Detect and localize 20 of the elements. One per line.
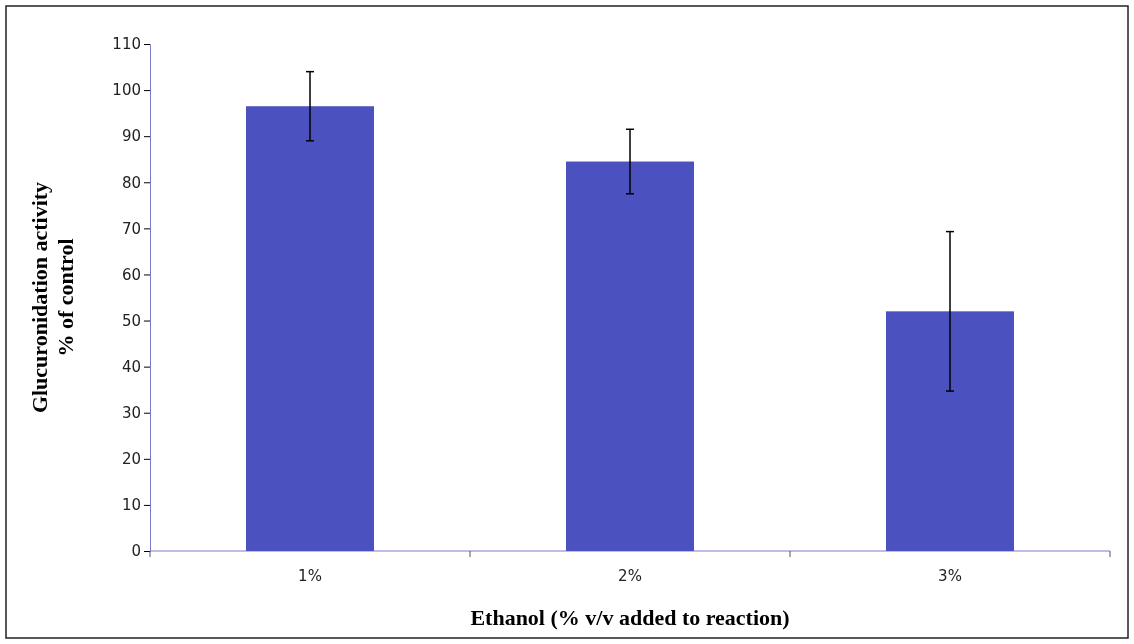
x-tick-label: 1% xyxy=(298,567,322,585)
y-tick-label: 50 xyxy=(121,311,141,330)
y-tick-label: 80 xyxy=(121,173,141,192)
y-tick-label: 90 xyxy=(121,127,141,146)
y-tick-label: 30 xyxy=(121,404,141,423)
y-tick-label: 60 xyxy=(121,265,141,284)
y-tick-label: 10 xyxy=(121,496,141,515)
bar xyxy=(886,311,1014,551)
y-tick-label: 100 xyxy=(112,81,141,100)
y-tick-label: 40 xyxy=(121,357,141,376)
x-tick-label: 3% xyxy=(938,567,962,585)
y-tick-label: 20 xyxy=(121,450,141,469)
x-tick-label: 2% xyxy=(618,567,642,585)
y-tick-label: 70 xyxy=(121,219,141,238)
x-axis-title: Ethanol (% v/v added to reaction) xyxy=(470,605,790,630)
bar xyxy=(566,161,694,551)
y-tick-label: 0 xyxy=(131,542,141,561)
bar xyxy=(246,106,374,551)
y-axis-title: Glucuronidation activity % of control xyxy=(27,181,78,414)
y-tick-label: 110 xyxy=(112,35,141,54)
